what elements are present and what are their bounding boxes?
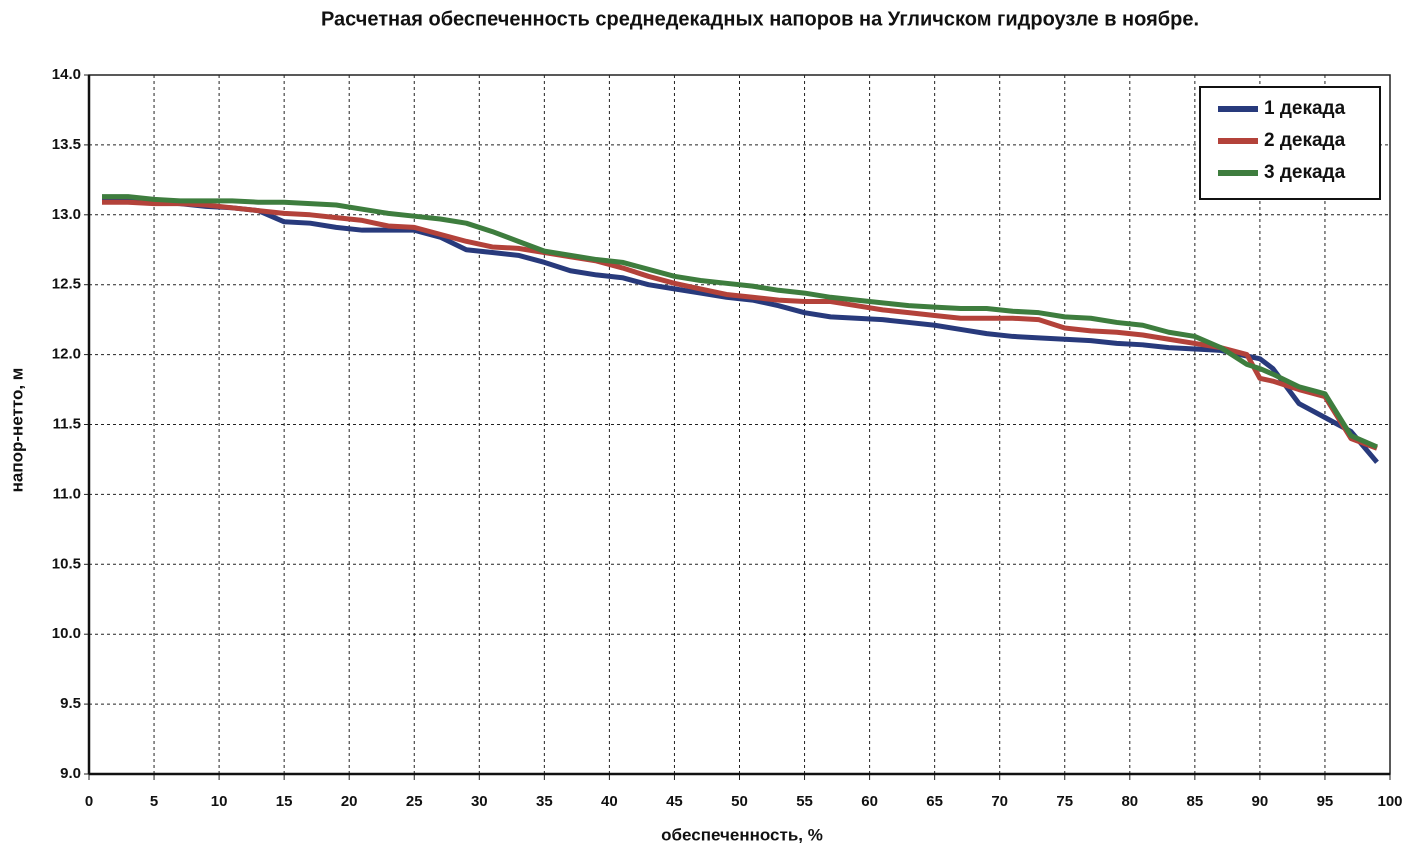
x-tick-label: 75	[1056, 793, 1073, 810]
x-tick-label: 20	[341, 793, 358, 810]
x-tick-label: 15	[276, 793, 293, 810]
y-tick-label: 11.5	[53, 415, 81, 432]
y-tick-label: 10.5	[52, 555, 81, 572]
x-tick-label: 35	[536, 793, 553, 810]
x-tick-label: 5	[150, 793, 158, 810]
y-tick-label: 13.0	[52, 206, 81, 223]
y-tick-label: 13.5	[52, 136, 81, 153]
legend-label: 2 декада	[1264, 130, 1346, 151]
x-tick-label: 45	[666, 793, 683, 810]
y-tick-label: 12.5	[52, 276, 81, 293]
x-tick-label: 100	[1377, 793, 1402, 810]
x-tick-label: 40	[601, 793, 618, 810]
series-line	[102, 199, 1378, 451]
series-line	[102, 198, 1379, 464]
x-tick-label: 30	[471, 793, 488, 810]
y-tick-label: 9.0	[60, 765, 81, 782]
chart-title: Расчетная обеспеченность среднедекадных …	[321, 8, 1199, 30]
x-tick-label: 70	[991, 793, 1008, 810]
y-axis-label: напор-нетто, м	[7, 368, 26, 493]
y-tick-label: 11.0	[53, 485, 81, 502]
x-tick-label: 65	[926, 793, 943, 810]
x-tick-label: 10	[211, 793, 228, 810]
x-tick-label: 25	[406, 793, 423, 810]
series-line	[102, 194, 1378, 450]
x-tick-label: 0	[85, 793, 93, 810]
x-tick-label: 60	[861, 793, 878, 810]
x-axis-label: обеспеченность, %	[661, 825, 823, 844]
y-tick-label: 10.0	[52, 625, 81, 642]
x-tick-label: 80	[1121, 793, 1138, 810]
y-tick-label: 9.5	[60, 695, 81, 712]
legend-label: 3 декада	[1264, 162, 1346, 183]
y-tick-label: 14.0	[52, 66, 81, 83]
x-tick-label: 85	[1187, 793, 1204, 810]
x-tick-label: 55	[796, 793, 813, 810]
y-tick-label: 12.0	[52, 346, 81, 363]
x-tick-label: 95	[1317, 793, 1334, 810]
x-tick-label: 50	[731, 793, 748, 810]
x-tick-label: 90	[1252, 793, 1269, 810]
legend-label: 1 декада	[1264, 98, 1346, 119]
